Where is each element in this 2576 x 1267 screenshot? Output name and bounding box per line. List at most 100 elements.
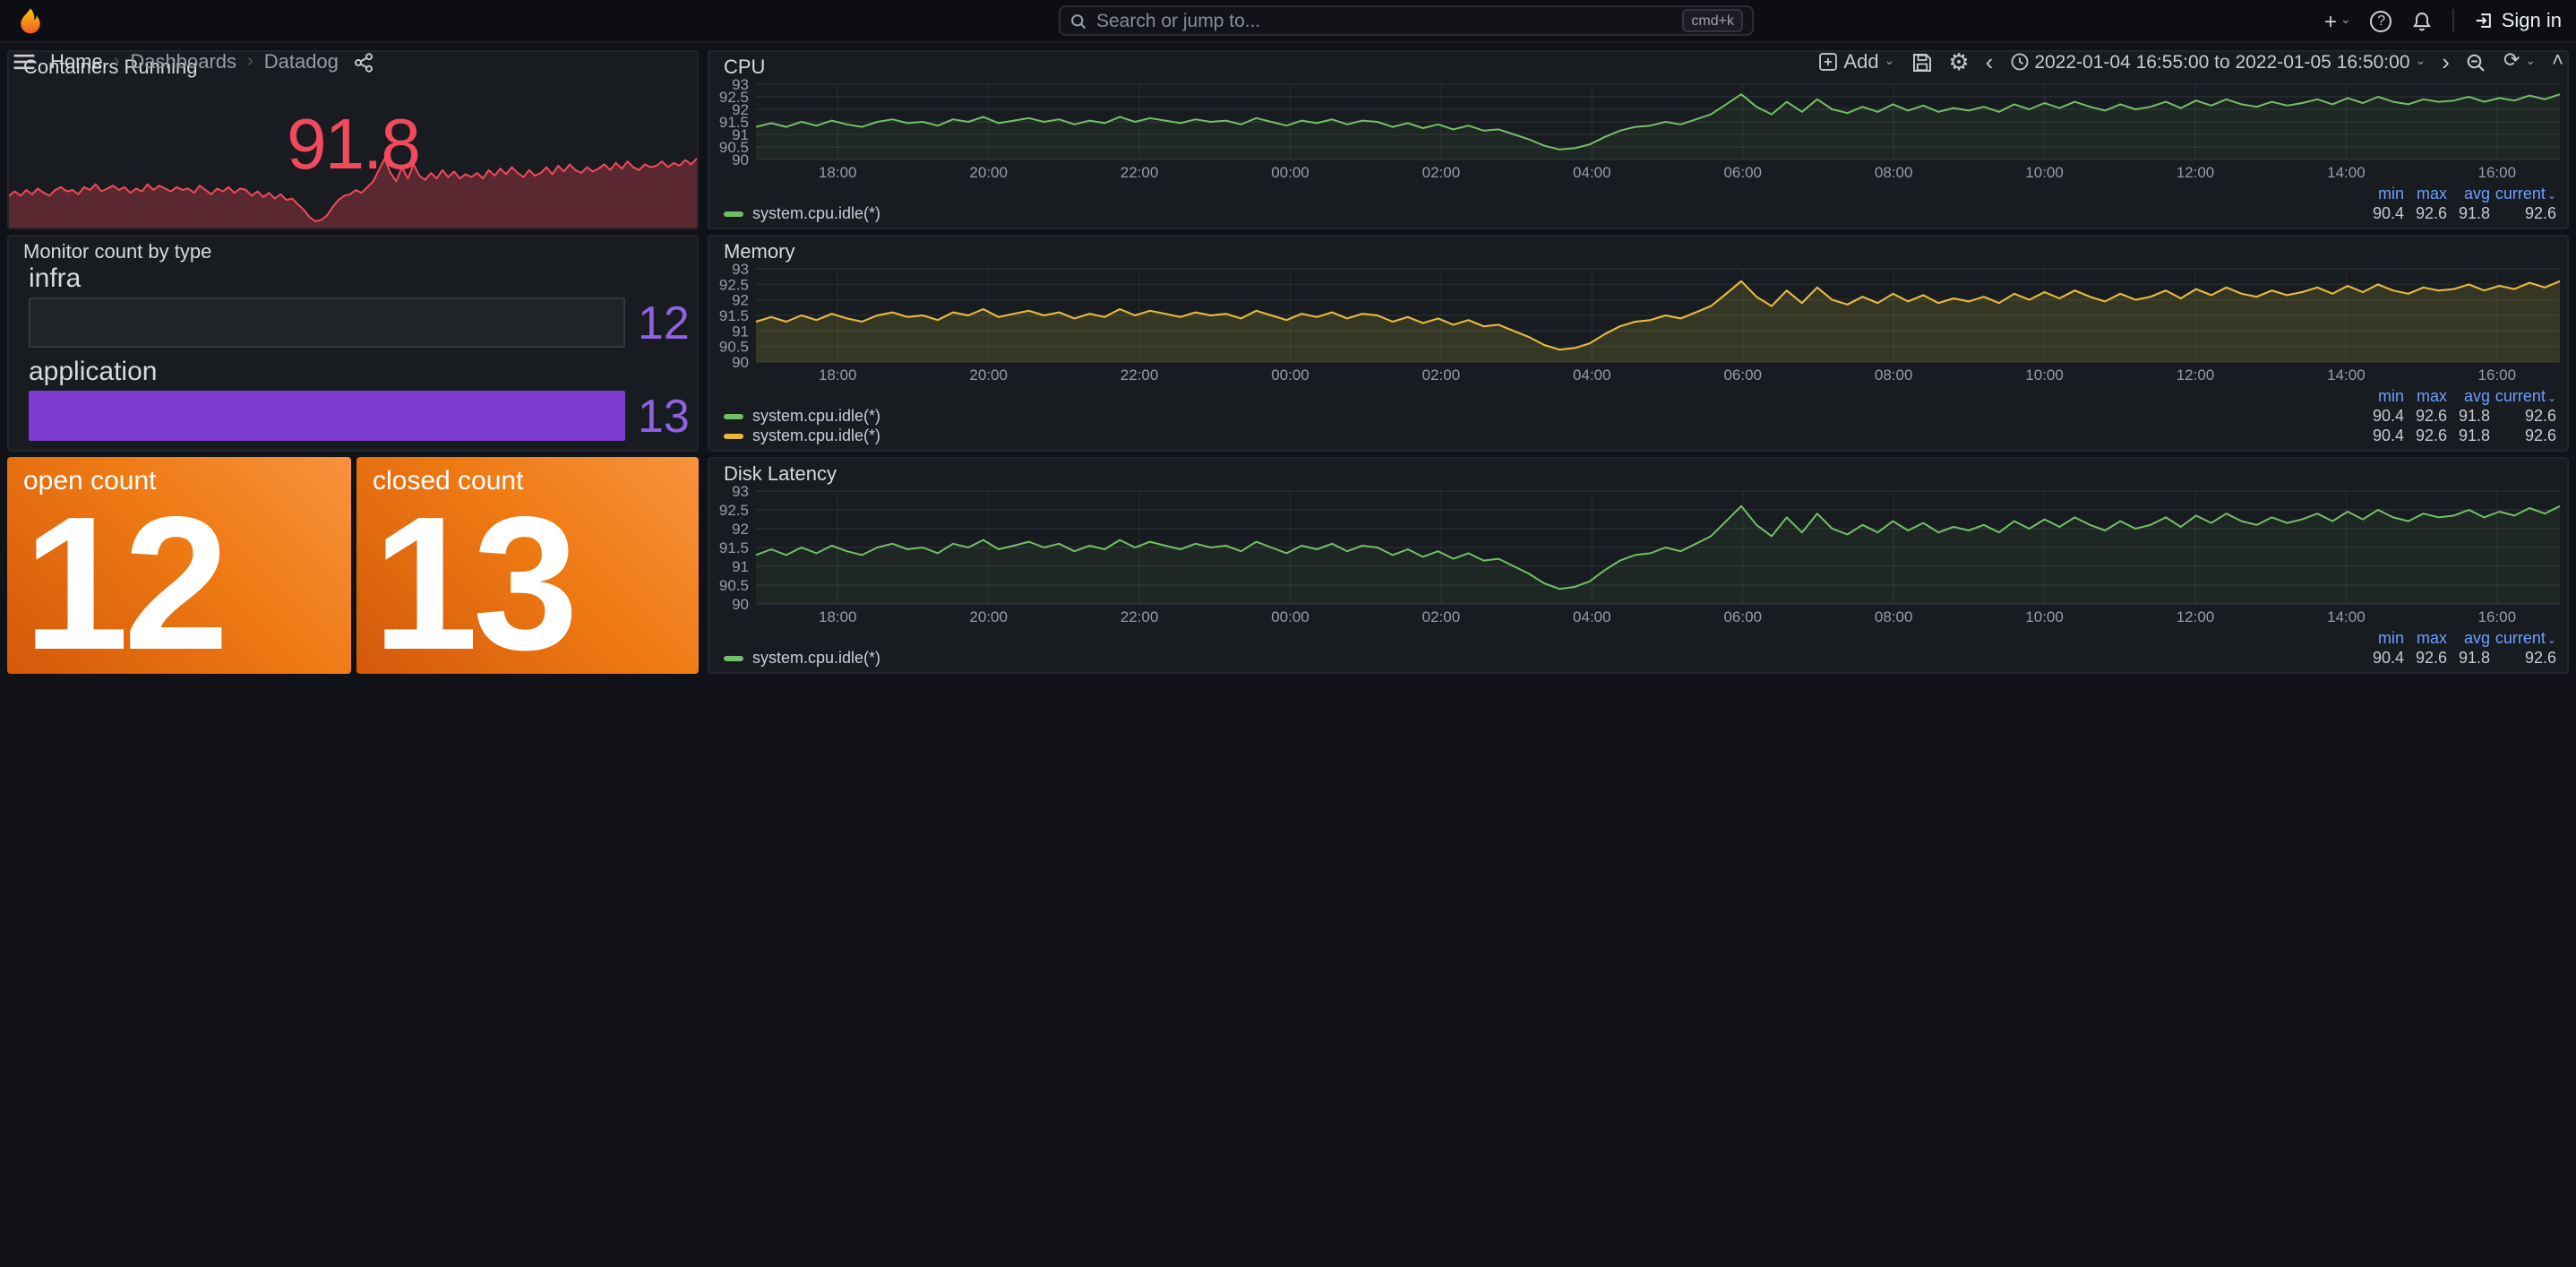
legend-sort-min[interactable]: min: [2377, 629, 2404, 647]
series-current: 92.6: [2524, 204, 2556, 222]
svg-text:92.5: 92.5: [719, 89, 749, 106]
series-avg: 91.8: [2458, 407, 2490, 425]
disk-legend: min max avg current ⌄ system.cpu.idle(*) …: [709, 627, 2567, 672]
svg-text:06:00: 06:00: [1723, 608, 1762, 625]
svg-text:91.5: 91.5: [719, 307, 749, 324]
legend-sort-current[interactable]: current ⌄: [2494, 387, 2556, 405]
legend-sort-max[interactable]: max: [2416, 185, 2447, 203]
toolbar-right: Add ⌄ ⚙ ‹ 2022-01-04 16:55:00 to 2022-01…: [1818, 50, 2563, 73]
zoom-out-time-icon[interactable]: [2466, 51, 2487, 73]
chevron-right-icon: ›: [113, 52, 120, 72]
bar-row-infra: 12: [29, 295, 697, 349]
panel-title[interactable]: closed count: [373, 466, 524, 496]
bar-value-application: 13: [638, 388, 690, 442]
svg-text:12:00: 12:00: [2177, 608, 2215, 625]
memory-chart[interactable]: 90 90.5 91 91.5 92 92.5 93 18:00 20:00 22:00 00:00…: [709, 262, 2567, 385]
legend-sort-current[interactable]: current ⌄: [2494, 185, 2556, 203]
svg-text:16:00: 16:00: [2478, 366, 2517, 384]
series-name[interactable]: system.cpu.idle(*): [752, 407, 881, 425]
svg-text:92: 92: [732, 101, 749, 118]
add-panel-icon: [1819, 53, 1838, 71]
svg-text:00:00: 00:00: [1271, 164, 1309, 181]
series-name[interactable]: system.cpu.idle(*): [752, 649, 881, 667]
legend-sort-max[interactable]: max: [2416, 387, 2447, 405]
memory-legend: min max avg current ⌄ system.cpu.idle(*) …: [709, 385, 2567, 450]
panel-title[interactable]: Containers Running: [23, 57, 198, 79]
svg-text:08:00: 08:00: [1875, 366, 1913, 384]
help-icon[interactable]: ?: [2370, 10, 2392, 31]
refresh-icon: ⟳: [2503, 50, 2520, 72]
panel-title[interactable]: CPU: [724, 57, 766, 79]
svg-text:16:00: 16:00: [2478, 608, 2517, 625]
panel-title[interactable]: Disk Latency: [724, 464, 837, 486]
legend-sort-avg[interactable]: avg: [2463, 185, 2490, 203]
svg-text:14:00: 14:00: [2327, 164, 2366, 181]
sign-in-button[interactable]: Sign in: [2475, 10, 2562, 31]
add-label: Add: [1843, 51, 1879, 73]
svg-text:90: 90: [732, 354, 749, 371]
series-name[interactable]: system.cpu.idle(*): [752, 427, 881, 444]
collapse-toolbar-icon[interactable]: ˄: [2552, 50, 2563, 72]
legend-sort-min[interactable]: min: [2377, 185, 2404, 203]
legend-sort-avg[interactable]: avg: [2463, 629, 2490, 647]
panel-memory: Memory 90 90.5 91 91.5 92 92.5 93 18:00 20:00 22:…: [708, 235, 2569, 452]
time-shift-forward-icon[interactable]: ›: [2442, 48, 2450, 75]
open-count-value: 12: [23, 478, 229, 674]
svg-text:02:00: 02:00: [1422, 608, 1461, 625]
svg-text:91: 91: [732, 558, 749, 575]
svg-text:90.5: 90.5: [719, 577, 749, 594]
time-shift-back-icon[interactable]: ‹: [1985, 48, 1994, 75]
legend-sort-current[interactable]: current ⌄: [2494, 629, 2556, 647]
svg-text:20:00: 20:00: [969, 164, 1008, 181]
search-input[interactable]: [1096, 10, 1674, 31]
dashboard-toolbar: Home › Dashboards › Datadog Add ⌄: [0, 43, 2576, 81]
grafana-logo-icon[interactable]: [14, 4, 47, 37]
menu-hamburger-icon[interactable]: [13, 50, 36, 73]
legend-sort-avg[interactable]: avg: [2463, 387, 2490, 405]
svg-text:00:00: 00:00: [1271, 608, 1309, 625]
notifications-bell-icon[interactable]: [2412, 10, 2434, 31]
legend-header: min max avg current ⌄: [724, 629, 2556, 647]
containers-stat-value: 91.8: [287, 105, 421, 184]
panel-title[interactable]: Monitor count by type: [23, 242, 212, 263]
cpu-chart[interactable]: 90 90.5 91 91.5 92 92.5 93 18:00 20:00 22:00 00:00…: [709, 77, 2567, 183]
panel-containers-running: Containers Running 91.8: [7, 50, 699, 229]
containers-sparkline-chart[interactable]: [9, 149, 697, 228]
dashboard-settings-gear-icon[interactable]: ⚙: [1948, 48, 1970, 75]
new-menu-button[interactable]: + ⌄: [2324, 8, 2351, 33]
svg-text:08:00: 08:00: [1875, 164, 1913, 181]
time-range-picker[interactable]: 2022-01-04 16:55:00 to 2022-01-05 16:50:…: [2009, 51, 2426, 73]
bar-application: [29, 391, 625, 441]
bar-value-infra: 12: [638, 295, 690, 349]
clock-icon: [2010, 53, 2028, 71]
svg-text:93: 93: [732, 484, 749, 500]
svg-text:06:00: 06:00: [1723, 164, 1762, 181]
svg-text:22:00: 22:00: [1121, 608, 1159, 625]
refresh-button[interactable]: ⟳ ⌄: [2503, 50, 2537, 72]
breadcrumb-dashboards[interactable]: Dashboards: [130, 51, 237, 73]
breadcrumb-home[interactable]: Home: [50, 51, 103, 73]
add-panel-button[interactable]: Add ⌄: [1818, 51, 1894, 73]
svg-text:90: 90: [732, 596, 749, 613]
svg-text:92: 92: [732, 521, 749, 538]
panel-title[interactable]: Memory: [724, 242, 795, 263]
series-swatch-green: [724, 655, 743, 660]
save-dashboard-icon[interactable]: [1911, 51, 1932, 73]
legend-sort-min[interactable]: min: [2377, 387, 2404, 405]
share-icon[interactable]: [353, 51, 374, 73]
chevron-down-icon: ⌄: [2415, 56, 2426, 68]
chevron-down-icon: ⌄: [1884, 56, 1895, 68]
series-swatch-green: [724, 211, 743, 216]
panel-title[interactable]: open count: [23, 466, 157, 496]
search-box[interactable]: cmd+k: [1059, 5, 1754, 36]
svg-text:02:00: 02:00: [1422, 164, 1461, 181]
series-name[interactable]: system.cpu.idle(*): [752, 204, 881, 222]
legend-sort-max[interactable]: max: [2416, 629, 2447, 647]
bar-row-application: 13: [29, 388, 697, 442]
chevron-down-icon: ⌄: [2525, 56, 2537, 68]
legend-header: min max avg current ⌄: [724, 185, 2556, 203]
panel-closed-count: closed count 13: [356, 457, 699, 674]
sort-caret-icon: ⌄: [2546, 394, 2556, 405]
disk-latency-chart[interactable]: 90 90.5 91 91.5 92 92.5 93 18:00 20:00 22:00 00:00…: [709, 484, 2567, 627]
